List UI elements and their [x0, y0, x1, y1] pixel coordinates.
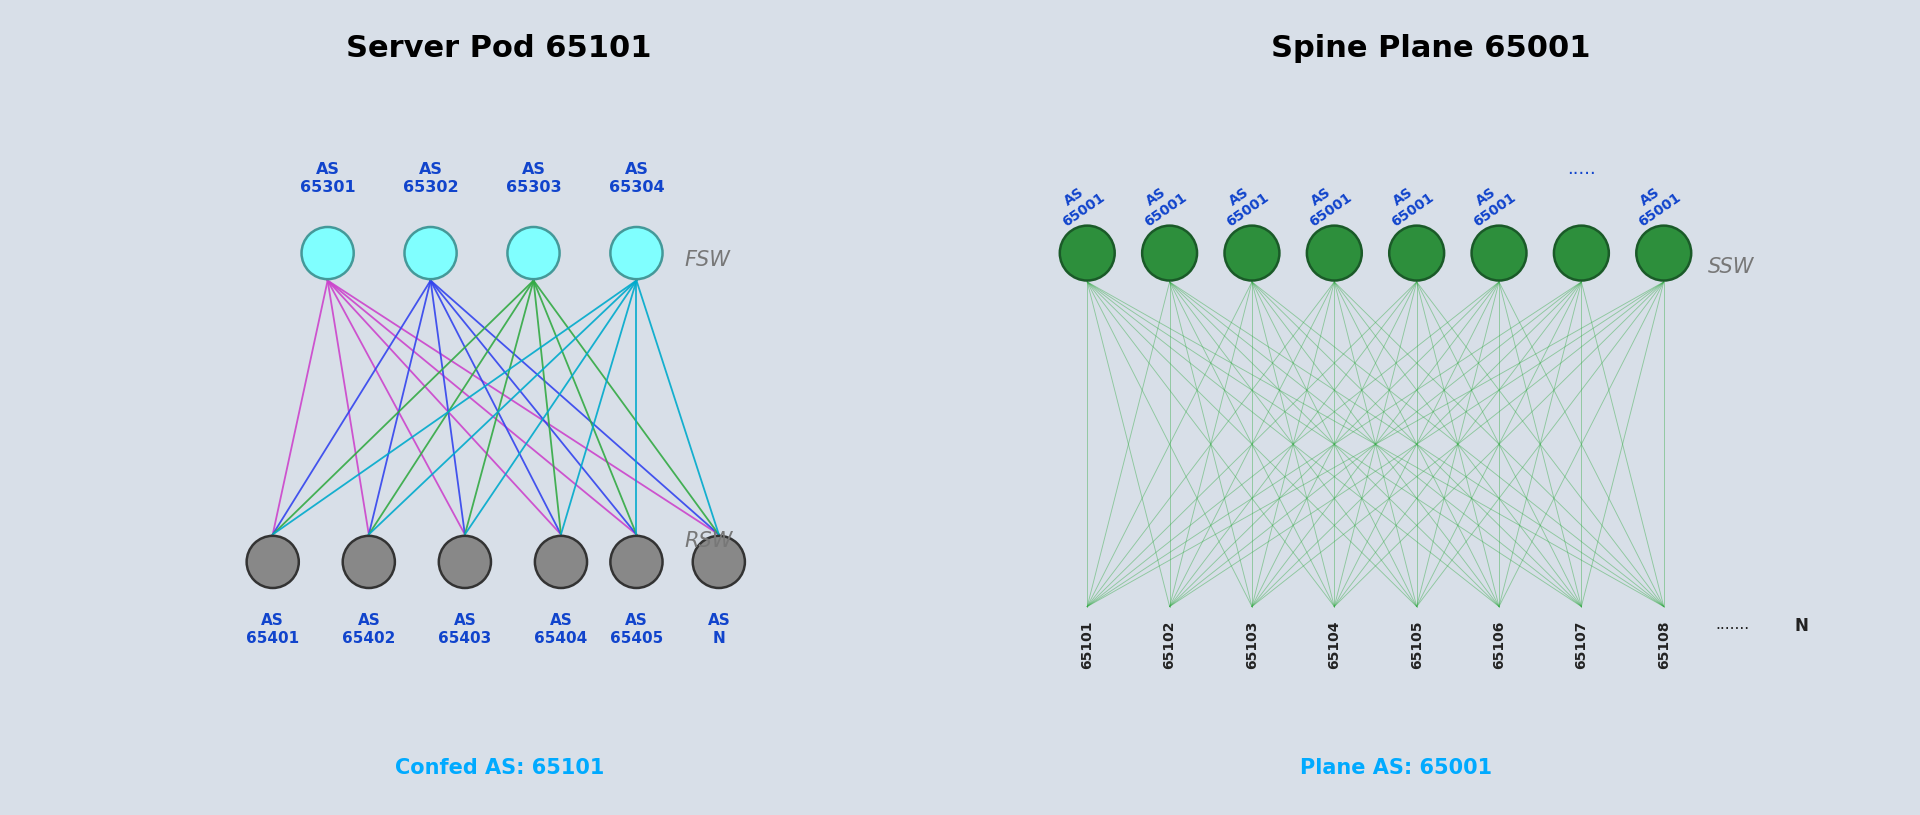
- Circle shape: [301, 227, 353, 280]
- Text: AS
65303: AS 65303: [505, 162, 561, 195]
- Text: 65107: 65107: [1574, 620, 1588, 668]
- Text: 65106: 65106: [1492, 620, 1505, 668]
- Text: 65105: 65105: [1409, 620, 1423, 669]
- Circle shape: [1308, 226, 1361, 280]
- Text: AS
65403: AS 65403: [438, 614, 492, 645]
- Circle shape: [405, 227, 457, 280]
- Text: Plane AS: 65001: Plane AS: 65001: [1300, 758, 1492, 778]
- Text: FSW: FSW: [685, 250, 730, 270]
- Text: AS
65001: AS 65001: [1380, 177, 1436, 229]
- Circle shape: [246, 535, 300, 588]
- Text: 65102: 65102: [1164, 620, 1177, 669]
- Text: N: N: [1793, 617, 1809, 635]
- Circle shape: [611, 227, 662, 280]
- Text: AS
N: AS N: [707, 614, 730, 645]
- Text: AS
65001: AS 65001: [1626, 177, 1684, 229]
- Text: Server Pod 65101: Server Pod 65101: [346, 34, 653, 64]
- Text: AS
65001: AS 65001: [1298, 177, 1354, 229]
- Text: .....: .....: [1567, 160, 1596, 178]
- Circle shape: [1390, 226, 1444, 280]
- Circle shape: [507, 227, 559, 280]
- Circle shape: [440, 535, 492, 588]
- Circle shape: [1553, 226, 1609, 280]
- Text: AS
65001: AS 65001: [1050, 177, 1108, 229]
- Circle shape: [1471, 226, 1526, 280]
- Text: Confed AS: 65101: Confed AS: 65101: [394, 758, 605, 778]
- Text: 65103: 65103: [1244, 620, 1260, 668]
- Circle shape: [1060, 226, 1116, 280]
- Text: 65101: 65101: [1081, 620, 1094, 669]
- Circle shape: [693, 535, 745, 588]
- Circle shape: [1636, 226, 1692, 280]
- Circle shape: [611, 535, 662, 588]
- Text: 65104: 65104: [1327, 620, 1342, 669]
- Text: AS
65401: AS 65401: [246, 614, 300, 645]
- Text: AS
65001: AS 65001: [1461, 177, 1519, 229]
- Circle shape: [1142, 226, 1196, 280]
- Circle shape: [536, 535, 588, 588]
- Text: Spine Plane 65001: Spine Plane 65001: [1271, 34, 1590, 64]
- Text: .......: .......: [1715, 617, 1749, 632]
- Text: AS
65402: AS 65402: [342, 614, 396, 645]
- Text: AS
65301: AS 65301: [300, 162, 355, 195]
- Text: AS
65404: AS 65404: [534, 614, 588, 645]
- Text: AS
65001: AS 65001: [1215, 177, 1271, 229]
- Text: 65108: 65108: [1657, 620, 1670, 669]
- Text: RSW: RSW: [685, 531, 733, 551]
- Text: AS
65302: AS 65302: [403, 162, 459, 195]
- Text: AS
65405: AS 65405: [611, 614, 662, 645]
- Text: SSW: SSW: [1709, 257, 1755, 277]
- Text: AS
65304: AS 65304: [609, 162, 664, 195]
- Text: AS
65001: AS 65001: [1133, 177, 1188, 229]
- Circle shape: [344, 535, 396, 588]
- Circle shape: [1225, 226, 1279, 280]
